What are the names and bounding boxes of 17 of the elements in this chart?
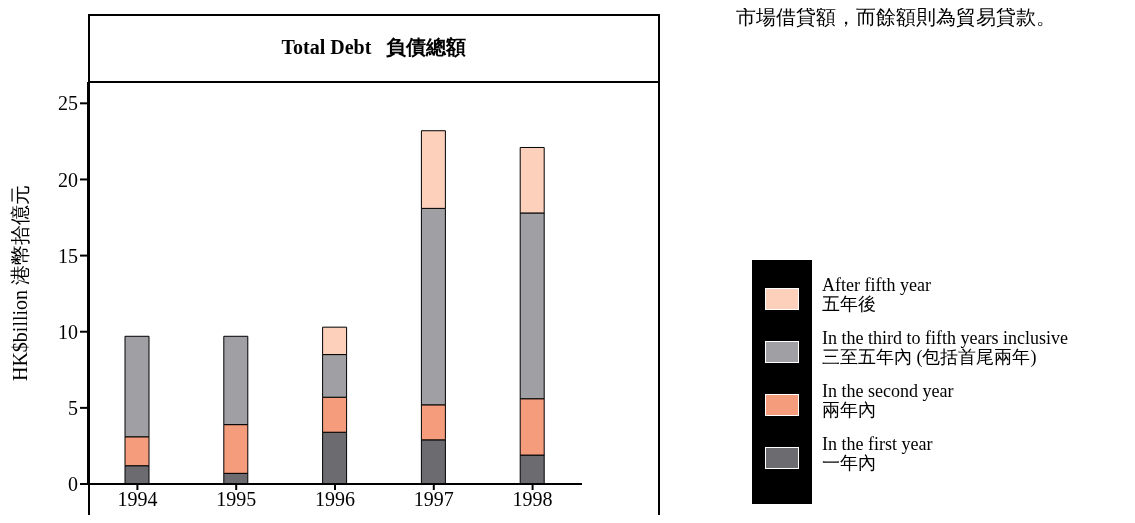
chart-title: Total Debt 負債總額 bbox=[88, 14, 660, 83]
y-tick-label: 10 bbox=[58, 320, 78, 343]
legend-label: In the third to fifth years inclusive 三至五年內 (包括首尾兩年) bbox=[822, 328, 1068, 369]
y-tick-label: 20 bbox=[58, 168, 78, 191]
x-tick-label: 1997 bbox=[413, 488, 454, 511]
x-tick-label: 1998 bbox=[512, 488, 553, 511]
y-tick-label: 5 bbox=[68, 396, 78, 419]
legend-label: In the second year 兩年內 bbox=[822, 381, 955, 422]
y-axis-title: HK$billion 港幣拾億元 bbox=[9, 184, 32, 382]
legend-label: After fifth year 五年後 bbox=[822, 275, 932, 316]
y-tick-label: 25 bbox=[58, 92, 78, 115]
y-tick-label: 0 bbox=[68, 473, 78, 496]
x-tick-label: 1996 bbox=[315, 488, 355, 511]
x-tick-label: 1994 bbox=[117, 488, 158, 511]
x-tick-label: 1995 bbox=[216, 488, 257, 511]
legend-label: In the first year 一年內 bbox=[822, 434, 934, 475]
y-tick-label: 15 bbox=[58, 244, 78, 267]
